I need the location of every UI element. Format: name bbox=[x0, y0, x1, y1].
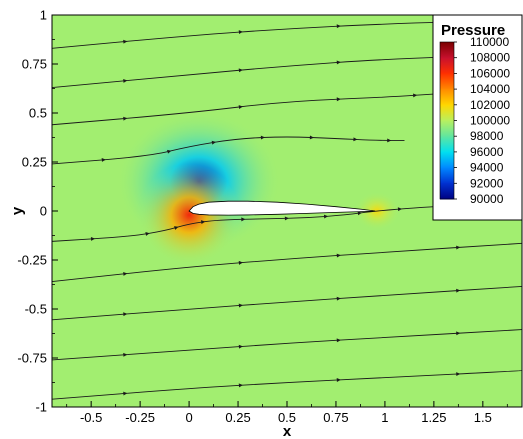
streamline-arrow bbox=[336, 338, 341, 343]
x-tick-label: -0.25 bbox=[125, 410, 155, 425]
y-tick-label: 0 bbox=[40, 204, 47, 219]
streamline-arrow bbox=[123, 352, 128, 357]
streamline-arrow bbox=[284, 216, 289, 221]
streamline bbox=[52, 200, 522, 242]
streamline-arrow bbox=[260, 135, 265, 140]
streamline-arrow bbox=[336, 60, 341, 65]
streamline-arrow bbox=[90, 236, 96, 241]
streamline-arrow bbox=[357, 211, 362, 216]
x-tick-label: 1.5 bbox=[474, 410, 492, 425]
streamline-arrow bbox=[123, 39, 128, 44]
streamline-arrow bbox=[456, 372, 461, 376]
streamline-arrow bbox=[353, 137, 358, 142]
legend-color-segment bbox=[440, 183, 454, 200]
legend-title: Pressure bbox=[441, 22, 505, 39]
x-tick-label: 0 bbox=[185, 410, 192, 425]
legend-color-segment bbox=[440, 151, 454, 169]
legend-level-label: 92000 bbox=[470, 176, 504, 190]
legend-level-label: 104000 bbox=[470, 82, 510, 96]
streamline-arrow bbox=[241, 217, 246, 222]
y-tick-label: -1 bbox=[35, 400, 47, 415]
streamline-arrow bbox=[101, 158, 106, 162]
legend-color-segment bbox=[440, 136, 454, 153]
y-tick-label: 0.75 bbox=[22, 57, 47, 72]
streamline-arrow bbox=[456, 245, 461, 250]
y-tick-label: 0.5 bbox=[29, 106, 47, 121]
streamline-arrow bbox=[413, 93, 418, 98]
streamline-arrow bbox=[456, 288, 461, 293]
streamline-arrow bbox=[123, 78, 128, 83]
legend-color-segment bbox=[440, 73, 454, 90]
streamline bbox=[52, 370, 522, 400]
streamline-arrow bbox=[238, 30, 243, 35]
streamline-arrow bbox=[238, 68, 243, 73]
streamline-arrow bbox=[323, 214, 329, 219]
streamline-arrow bbox=[336, 296, 341, 301]
legend-color-segment bbox=[440, 167, 454, 184]
airfoil-shape bbox=[188, 200, 376, 216]
legend-level-label: 98000 bbox=[470, 129, 504, 143]
streamline-arrow bbox=[387, 138, 392, 143]
streamline-arrow bbox=[123, 116, 128, 121]
pressure-field-features bbox=[116, 111, 401, 266]
streamline-arrow bbox=[456, 331, 461, 336]
y-tick-label: -0.25 bbox=[17, 253, 47, 268]
x-axis: -0.5 -0.25 0 0.25 0.5 0.75 1 1.25 1.5 bbox=[66, 401, 508, 425]
legend-color-bar bbox=[439, 41, 455, 200]
legend-color-segment bbox=[440, 42, 454, 59]
streamline-arrow bbox=[397, 207, 403, 212]
streamline-arrow bbox=[336, 378, 341, 382]
legend-level-label: 102000 bbox=[470, 98, 510, 112]
y-tick-label: -0.5 bbox=[25, 302, 47, 317]
legend-level-label: 90000 bbox=[470, 192, 504, 206]
legend-level-label: 106000 bbox=[470, 66, 510, 80]
streamline-arrow bbox=[123, 271, 128, 276]
streamline-arrow bbox=[336, 24, 341, 29]
streamline-arrow bbox=[174, 226, 179, 230]
streamline-arrow bbox=[238, 344, 243, 349]
legend-color-segment bbox=[440, 120, 454, 137]
x-tick-label: 0.25 bbox=[225, 410, 250, 425]
legend-level-label: 100000 bbox=[470, 114, 510, 128]
streamline-arrow bbox=[309, 135, 314, 140]
streamline-arrow bbox=[238, 303, 243, 308]
legend-level-label: 110000 bbox=[470, 35, 509, 49]
streamline-arrow bbox=[336, 253, 341, 258]
streamline bbox=[52, 286, 522, 321]
y-axis-label: y bbox=[9, 206, 26, 215]
streamline-arrow bbox=[238, 260, 243, 265]
streamline-arrow bbox=[167, 149, 172, 154]
x-tick-label: 0.5 bbox=[278, 410, 296, 425]
streamline-arrow bbox=[145, 231, 150, 236]
streamline-arrow bbox=[336, 97, 341, 102]
x-tick-label: 1 bbox=[381, 410, 388, 425]
legend-color-segment bbox=[440, 104, 454, 121]
streamline-arrow bbox=[238, 383, 243, 388]
pressure-legend: Pressure 1100001080001060001040001020001… bbox=[432, 14, 523, 221]
x-tick-label: 0.75 bbox=[323, 410, 348, 425]
legend-level-label: 94000 bbox=[470, 161, 504, 175]
x-axis-label: x bbox=[283, 423, 292, 439]
y-tick-label: 1 bbox=[40, 8, 47, 23]
streamline-arrow bbox=[200, 220, 206, 225]
y-tick-label: -0.75 bbox=[17, 351, 47, 366]
streamline-arrow bbox=[123, 312, 128, 317]
streamline bbox=[52, 329, 522, 361]
x-tick-label: 1.25 bbox=[421, 410, 446, 425]
high-pressure-region bbox=[138, 163, 240, 266]
streamline-arrow bbox=[211, 140, 217, 145]
legend-level-label: 96000 bbox=[470, 145, 504, 159]
streamline bbox=[52, 242, 522, 283]
y-tick-label: 0.25 bbox=[22, 155, 47, 170]
legend-color-segment bbox=[440, 89, 454, 106]
y-axis: 1 0.75 0.5 0.25 0 -0.25 -0.5 -0.75 -1 bbox=[17, 8, 58, 415]
legend-level-label: 108000 bbox=[470, 51, 510, 65]
streamline-arrow bbox=[123, 391, 128, 396]
streamline-arrow bbox=[238, 105, 243, 109]
legend-color-segment bbox=[440, 57, 454, 74]
x-tick-label: -0.5 bbox=[80, 410, 102, 425]
